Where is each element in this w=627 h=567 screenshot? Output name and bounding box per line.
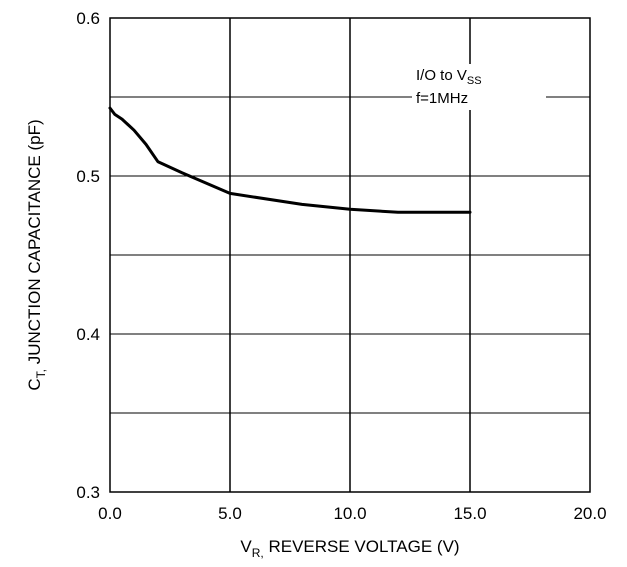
y-axis-label-sub: T, <box>34 369 48 378</box>
y-tick-label: 0.5 <box>76 167 100 186</box>
x-tick-label: 10.0 <box>333 504 366 523</box>
y-tick-label: 0.3 <box>76 483 100 502</box>
x-axis-label: VR, REVERSE VOLTAGE (V) <box>240 537 459 560</box>
x-tick-label: 20.0 <box>573 504 606 523</box>
x-tick-label: 15.0 <box>453 504 486 523</box>
annotation-background <box>412 64 546 110</box>
x-axis-label-rest: REVERSE VOLTAGE (V) <box>264 537 460 556</box>
y-tick-labels: 0.3 0.4 0.5 0.6 <box>76 9 100 502</box>
annotation-subscript: SS <box>467 75 482 87</box>
annotation-text: I/O to V <box>416 67 467 84</box>
y-axis-label-main: C <box>25 378 44 390</box>
series-layer <box>108 106 472 214</box>
annotation-line-2: f=1MHz <box>416 90 468 107</box>
x-tick-label: 5.0 <box>218 504 242 523</box>
x-axis-label-main: V <box>240 537 252 556</box>
capacitance-curve <box>108 106 472 214</box>
y-axis-label-rest: JUNCTION CAPACITANCE (pF) <box>25 119 44 369</box>
x-tick-labels: 0.0 5.0 10.0 15.0 20.0 <box>98 504 606 523</box>
x-tick-label: 0.0 <box>98 504 122 523</box>
y-axis-label: CT, JUNCTION CAPACITANCE (pF) <box>25 119 48 390</box>
y-tick-label: 0.4 <box>76 325 100 344</box>
x-axis-label-sub: R, <box>252 546 264 560</box>
y-tick-label: 0.6 <box>76 9 100 28</box>
plot-frame <box>109 17 591 493</box>
annotation-line-1: I/O to VSS <box>416 67 482 87</box>
